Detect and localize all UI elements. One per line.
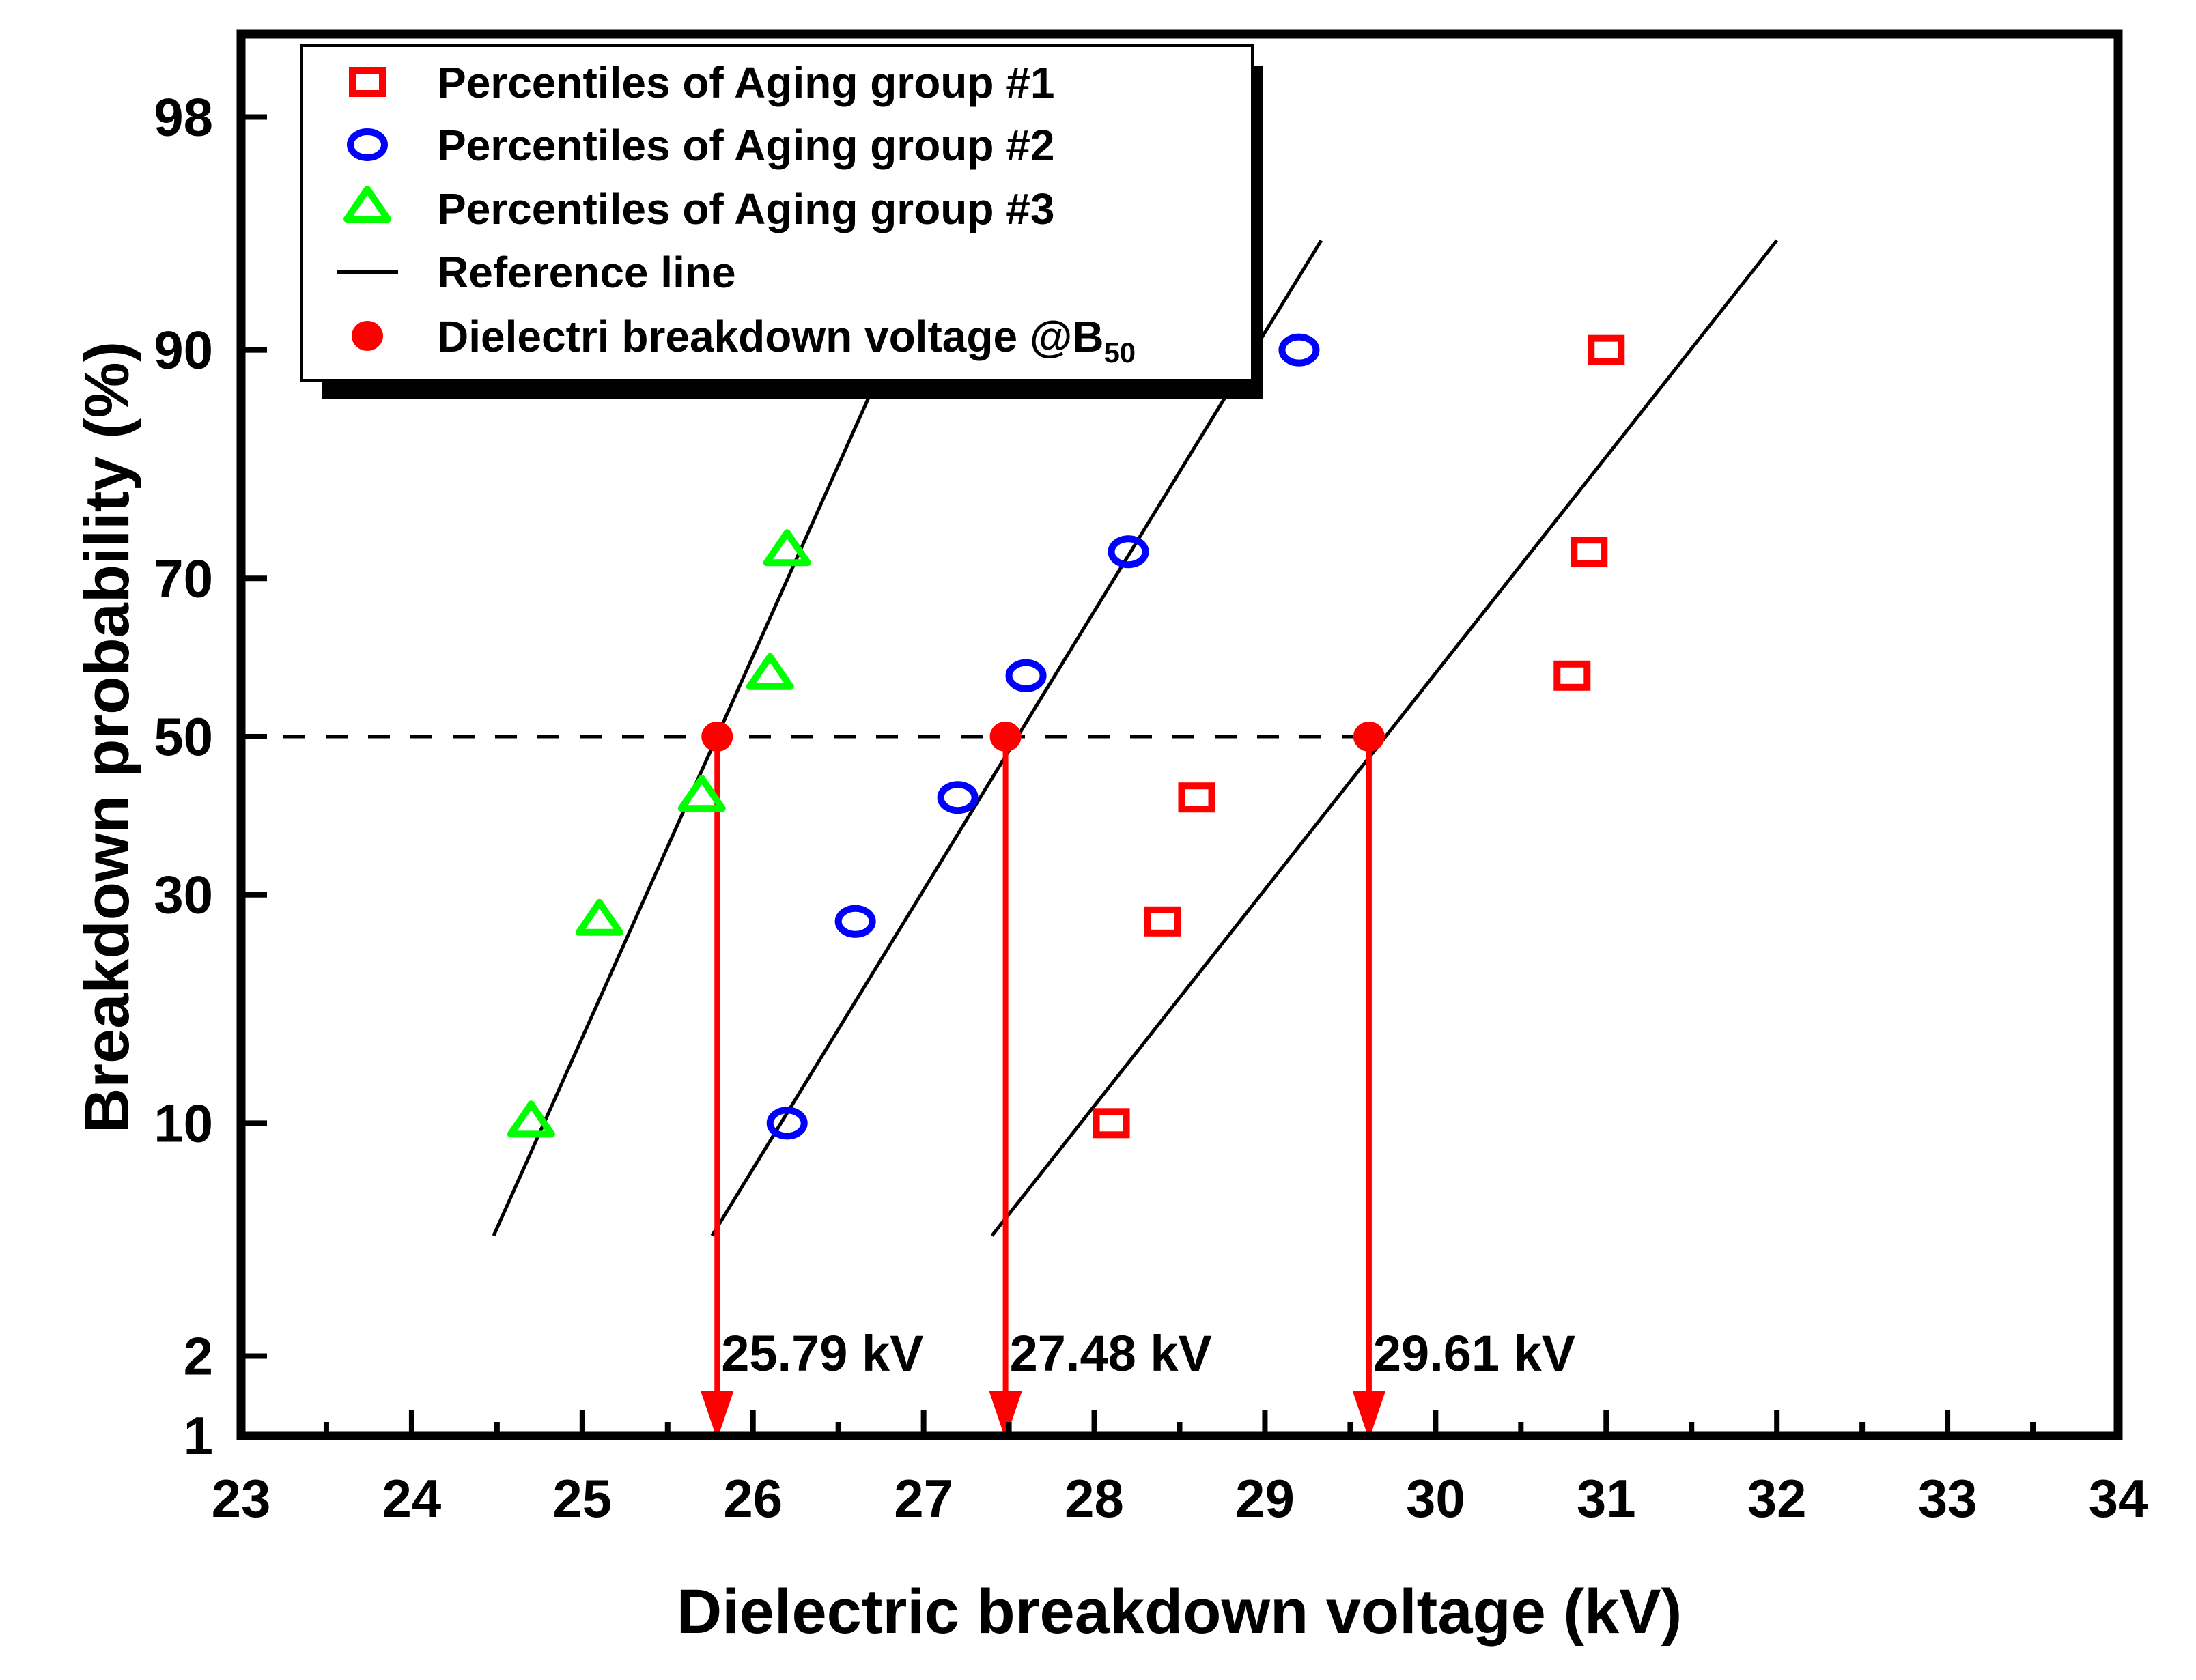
data-point-group-3 [677,775,726,812]
x-tick-label: 28 [1065,1468,1124,1528]
b50-arrow-head [989,1391,1022,1440]
legend-label: Percentiles of Aging group #1 [437,58,1054,107]
legend-label: Reference line [437,248,736,297]
x-tick-label: 31 [1577,1468,1636,1528]
data-point-group-1 [1178,782,1215,813]
y-tick-label: 98 [154,87,213,147]
b50-value-label: 29.61 kV [1373,1325,1575,1382]
data-point-group-3 [746,653,794,690]
data-points [507,333,1625,1140]
legend: Percentiles of Aging group #1 Percentiles… [300,44,1263,399]
data-point-group-3 [575,898,623,936]
data-point-group-1 [1144,906,1181,937]
legend-marker-open-triangle [343,186,391,223]
x-tick-label: 29 [1235,1468,1295,1528]
data-point-group-3 [507,1100,555,1138]
x-tick-label: 33 [1918,1468,1977,1528]
y-tick-label: 50 [154,707,213,767]
legend-marker-open-circle [347,128,388,161]
x-tick-label: 30 [1406,1468,1465,1528]
x-tick-label: 32 [1747,1468,1807,1528]
legend-label: Percentiles of Aging group #3 [437,184,1054,233]
legend-label: Dielectri breakdown voltage @B50 [437,312,1136,369]
data-point-group-2 [1005,659,1047,692]
legend-box [300,44,1254,382]
data-point-group-1 [1588,334,1625,365]
y-tick-label: 70 [154,548,213,608]
data-point-group-1 [1093,1108,1130,1139]
x-tick-label: 34 [2089,1468,2148,1528]
x-tick-label: 25 [552,1468,612,1528]
x-tick-label: 27 [894,1468,953,1528]
y-tick-label: 10 [154,1093,213,1153]
y-axis-title: Breakdown probability (%) [72,341,142,1133]
y-tick-label: 1 [184,1406,213,1466]
data-point-group-2 [766,1107,808,1140]
y-tick-label: 90 [154,320,213,380]
b50-value-label: 25.79 kV [721,1325,923,1382]
data-point-group-2 [1278,333,1320,367]
b50-arrow-head [1352,1391,1385,1440]
data-point-group-2 [937,781,979,814]
data-point-group-1 [1553,660,1591,691]
b50-annotations: 25.79 kV 27.48 kV 29.61 kV [721,1325,1575,1382]
x-tick-label: 24 [382,1468,442,1528]
y-tick-label: 2 [184,1326,213,1386]
legend-marker-filled-circle [352,321,383,351]
data-point-group-3 [763,529,811,567]
x-axis-title: Dielectric breakdown voltage (kV) [677,1577,1682,1647]
b50-arrows [701,737,1385,1440]
x-axis-ticks: 23 24 25 26 27 28 29 30 31 32 33 34 [212,1410,2148,1528]
data-point-group-2 [1108,535,1149,569]
legend-label: Percentiles of Aging group #2 [437,121,1054,170]
data-point-group-1 [1571,537,1608,567]
y-tick-label: 30 [154,865,213,925]
b50-points [701,722,1385,752]
legend-label-subscript: 50 [1103,337,1136,369]
b50-value-label: 27.48 kV [1010,1325,1212,1382]
data-point-group-2 [834,905,876,938]
y-axis-ticks: 1 2 10 30 50 70 90 98 [154,87,267,1466]
b50-point [1353,722,1385,752]
b50-arrow-head [701,1391,734,1440]
legend-marker-open-square [349,67,386,97]
b50-point [989,722,1022,752]
x-tick-label: 23 [212,1468,271,1528]
b50-point [701,722,733,752]
x-tick-label: 26 [723,1468,783,1528]
